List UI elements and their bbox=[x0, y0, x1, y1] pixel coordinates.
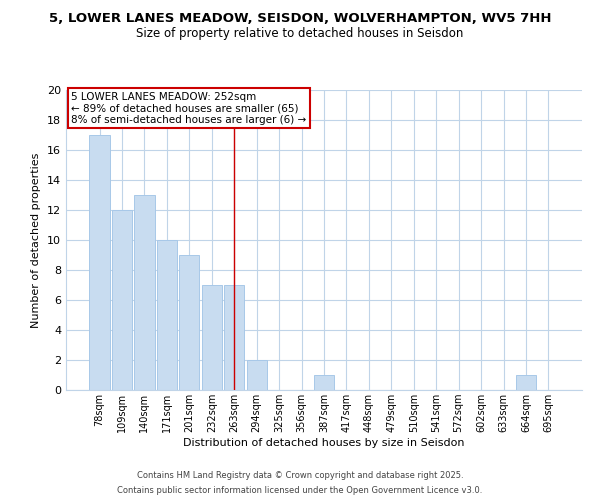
Bar bbox=[112, 210, 132, 390]
Text: 5 LOWER LANES MEADOW: 252sqm
← 89% of detached houses are smaller (65)
8% of sem: 5 LOWER LANES MEADOW: 252sqm ← 89% of de… bbox=[71, 92, 307, 124]
Bar bbox=[247, 360, 267, 390]
Text: Size of property relative to detached houses in Seisdon: Size of property relative to detached ho… bbox=[136, 28, 464, 40]
Bar bbox=[516, 375, 536, 390]
Y-axis label: Number of detached properties: Number of detached properties bbox=[31, 152, 41, 328]
Bar bbox=[224, 285, 244, 390]
X-axis label: Distribution of detached houses by size in Seisdon: Distribution of detached houses by size … bbox=[183, 438, 465, 448]
Text: 5, LOWER LANES MEADOW, SEISDON, WOLVERHAMPTON, WV5 7HH: 5, LOWER LANES MEADOW, SEISDON, WOLVERHA… bbox=[49, 12, 551, 26]
Bar bbox=[314, 375, 334, 390]
Bar bbox=[134, 195, 155, 390]
Text: Contains HM Land Registry data © Crown copyright and database right 2025.: Contains HM Land Registry data © Crown c… bbox=[137, 471, 463, 480]
Bar bbox=[89, 135, 110, 390]
Bar bbox=[157, 240, 177, 390]
Bar bbox=[202, 285, 222, 390]
Bar bbox=[179, 255, 199, 390]
Text: Contains public sector information licensed under the Open Government Licence v3: Contains public sector information licen… bbox=[118, 486, 482, 495]
